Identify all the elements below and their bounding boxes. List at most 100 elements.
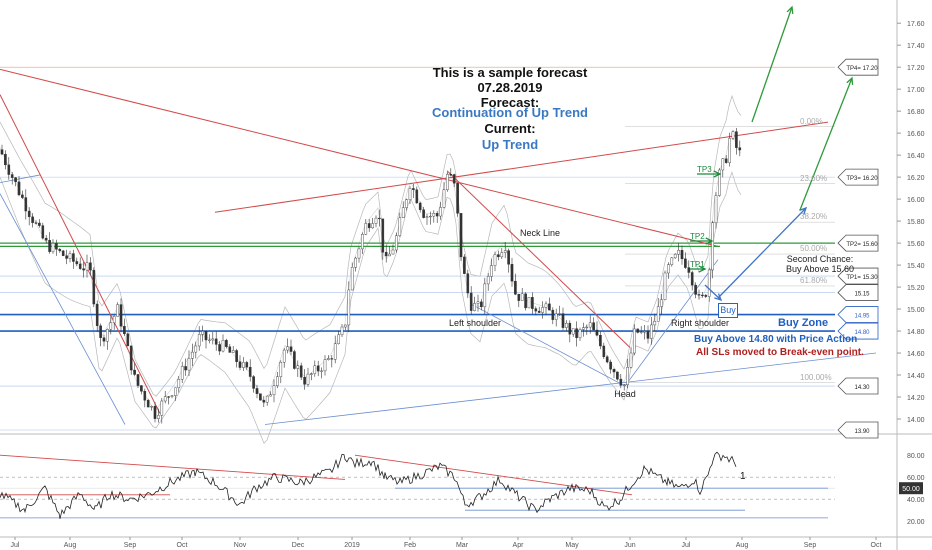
title-line-3: Forecast: bbox=[480, 95, 540, 110]
candle-body bbox=[551, 309, 555, 320]
y-tick-label: 14.00 bbox=[907, 417, 925, 424]
price-badge-label: 13.90 bbox=[854, 429, 870, 435]
candle-body bbox=[578, 329, 582, 339]
candle-body bbox=[371, 223, 374, 229]
candle-body bbox=[422, 209, 425, 218]
neck-line-label: Neck Line bbox=[519, 228, 561, 238]
candle-body bbox=[412, 188, 415, 190]
candle-body bbox=[602, 345, 606, 357]
candle-body bbox=[303, 377, 306, 385]
candle-body bbox=[585, 326, 589, 329]
x-tick-label: Aug bbox=[736, 542, 749, 549]
candle-body bbox=[340, 326, 344, 336]
fib-label: 61.80% bbox=[800, 275, 828, 285]
candle-body bbox=[286, 346, 289, 351]
candle-body bbox=[565, 322, 568, 328]
price-badge bbox=[837, 421, 879, 439]
candle-body bbox=[204, 331, 208, 341]
candle-body bbox=[429, 215, 432, 218]
title-line-2: 07.28.2019 bbox=[477, 80, 543, 95]
x-tick-label: Oct bbox=[871, 542, 882, 549]
candle-body bbox=[48, 240, 51, 252]
candle-body bbox=[728, 138, 731, 163]
y-tick-label: 14.20 bbox=[907, 395, 925, 402]
candle-body bbox=[425, 216, 429, 218]
short-blue-line bbox=[0, 174, 41, 184]
y-tick-label: 17.00 bbox=[907, 87, 925, 94]
candle-body bbox=[347, 289, 351, 326]
time-axis[interactable]: Jul Aug Sep Oct Nov Dec 2019 Feb Mar Apr May Jun Jul… bbox=[11, 537, 882, 549]
candle-body bbox=[21, 194, 24, 198]
candle-body bbox=[201, 331, 204, 335]
candle-body bbox=[109, 322, 113, 330]
candle-body bbox=[378, 217, 381, 220]
candle-body bbox=[78, 263, 82, 269]
y-tick-label: 14.40 bbox=[907, 373, 925, 380]
candle-body bbox=[296, 365, 300, 369]
candle-body bbox=[497, 254, 500, 258]
left-shoulder-label: Left shoulder bbox=[448, 318, 502, 328]
x-tick-label: Jul bbox=[682, 542, 691, 549]
candle-body bbox=[259, 393, 262, 401]
candle-body bbox=[469, 292, 473, 311]
candle-body bbox=[714, 195, 718, 224]
price-badge bbox=[837, 377, 879, 395]
head-left-line bbox=[469, 303, 626, 387]
candle-body bbox=[163, 396, 167, 402]
candle-body bbox=[143, 391, 147, 401]
price-badge bbox=[837, 322, 879, 340]
forecast-arrows bbox=[690, 5, 854, 302]
fib-label: 100.00% bbox=[800, 372, 832, 382]
candle-body bbox=[208, 339, 211, 341]
candle-body bbox=[140, 385, 143, 392]
candle-body bbox=[401, 207, 405, 219]
y-tick-label: 16.40 bbox=[907, 153, 925, 160]
candle-body bbox=[75, 261, 79, 265]
rsi-resistance-2 bbox=[354, 454, 633, 496]
arrow-blue-projection bbox=[717, 207, 807, 299]
rsi-mark: 1 bbox=[740, 471, 746, 482]
candle-body bbox=[0, 149, 4, 155]
y-tick-label: 16.80 bbox=[907, 109, 925, 116]
rsi-panel bbox=[0, 451, 835, 519]
candle-body bbox=[289, 346, 293, 352]
candle-body bbox=[619, 378, 623, 386]
rsi-value-label: 50.00 bbox=[902, 486, 920, 493]
candle-body bbox=[129, 345, 133, 371]
rsi-line bbox=[0, 451, 737, 519]
candle-body bbox=[663, 272, 667, 300]
candle-body bbox=[568, 322, 572, 335]
candle-body bbox=[160, 400, 164, 416]
candle-body bbox=[170, 395, 174, 397]
price-axis[interactable]: 17.60 17.40 17.20 17.00 16.80 16.60 16.40 16.20… bbox=[837, 21, 925, 526]
candle-body bbox=[463, 256, 466, 274]
candle-body bbox=[418, 202, 422, 210]
candle-body bbox=[299, 365, 303, 378]
candle-body bbox=[616, 371, 619, 380]
candle-body bbox=[571, 328, 575, 335]
candle-body bbox=[459, 213, 463, 258]
candle-body bbox=[72, 253, 75, 262]
fib-label: 50.00% bbox=[800, 244, 828, 254]
candle-body bbox=[476, 301, 480, 304]
candle-body bbox=[31, 216, 34, 223]
candle-body bbox=[350, 267, 354, 291]
candle-body bbox=[544, 303, 548, 308]
arrow-second-target-head bbox=[846, 76, 854, 86]
candle-body bbox=[269, 394, 272, 397]
candle-body bbox=[61, 250, 65, 256]
candle-body bbox=[116, 304, 119, 317]
candle-body bbox=[701, 294, 704, 297]
candle-body bbox=[405, 199, 408, 208]
head-right-line bbox=[624, 259, 719, 387]
candle-body bbox=[510, 264, 514, 282]
candle-body bbox=[653, 321, 657, 326]
candle-body bbox=[667, 264, 670, 274]
candle-body bbox=[225, 339, 228, 347]
candle-body bbox=[432, 213, 436, 217]
candle-body bbox=[180, 366, 184, 380]
candle-body bbox=[483, 283, 487, 308]
candle-body bbox=[333, 343, 337, 360]
